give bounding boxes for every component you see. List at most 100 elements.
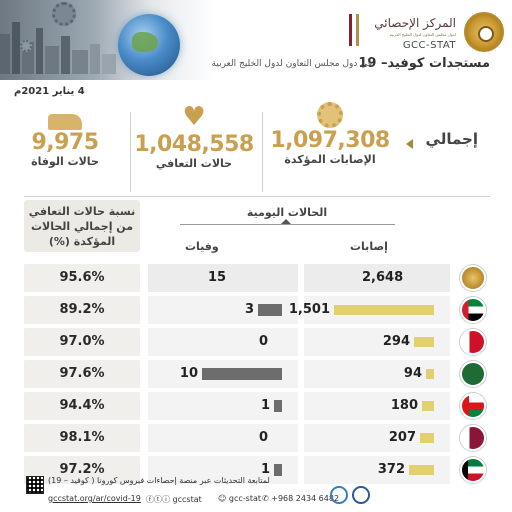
footer: لمتابعة التحديثات عبر منصة إحصاءات فيروس…	[0, 474, 512, 512]
triangle-up-icon	[281, 219, 291, 224]
phone-number: ✆ +968 2434 6482	[262, 494, 339, 503]
city-skyline-icon	[0, 22, 116, 74]
daily-cases-bar	[409, 465, 434, 475]
divider	[130, 112, 131, 192]
daily-cases-value: 294	[382, 334, 410, 349]
daily-cases-bar	[420, 433, 434, 443]
virus-icon	[317, 102, 343, 128]
gcc-flag-icon	[460, 265, 486, 291]
total-deaths-label: حالات الوفاة	[31, 155, 99, 168]
table-row: 97.2% 1 372	[24, 454, 490, 486]
daily-deaths-bar	[202, 368, 282, 380]
table-row: 94.4% 1 180	[24, 390, 490, 422]
oman-flag-icon	[460, 393, 486, 419]
logo-arabic-text: المركز الإحصائي	[374, 16, 456, 30]
gcc-stat-logo: المركز الإحصائي لدول مجلس التعاون لدول ا…	[324, 4, 504, 54]
daily-deaths-value: 1	[260, 462, 270, 477]
daily-deaths-cell: 10	[148, 360, 298, 388]
daily-deaths-value: 0	[258, 334, 268, 349]
daily-deaths-value: 3	[244, 302, 254, 317]
hospital-bed-icon	[48, 114, 82, 130]
logo-english-text: GCC-STAT	[402, 40, 456, 51]
recovery-pct-cell: 98.1%	[24, 424, 140, 452]
daily-cases-value: 1,501	[288, 302, 330, 317]
daily-deaths-bar	[274, 400, 282, 412]
daily-cases-value: 207	[388, 430, 416, 445]
globe-icon	[118, 14, 180, 76]
daily-cases-cell: 1,501	[289, 296, 450, 324]
recovery-pct-cell: 97.6%	[24, 360, 140, 388]
daily-deaths-cell: 0	[148, 328, 298, 356]
triangle-left-icon	[406, 139, 413, 149]
totals-label: إجمالي	[425, 130, 478, 148]
table-row: 97.0% 0 294	[24, 326, 490, 358]
page-title: مستجدات كوفيد– 19	[358, 56, 490, 71]
daily-cases-cell: 207	[304, 424, 450, 452]
divider	[24, 196, 490, 197]
total-deaths-block: 9,975 حالات الوفاة	[10, 102, 120, 168]
social-icons: ⓕⓣⓘ	[146, 495, 173, 504]
logo-subtitle: لدول مجلس التعاون لدول الخليج العربية	[389, 32, 456, 37]
recovery-pct-cell: 97.0%	[24, 328, 140, 356]
daily-cases-bar	[334, 305, 434, 315]
total-recovered-value: 1,048,558	[134, 132, 254, 157]
footer-text: لمتابعة التحديثات عبر منصة إحصاءات فيروس…	[48, 476, 270, 485]
total-cases-block: 1,097,308 الإصابات المؤكدة	[270, 102, 390, 166]
table-row: 98.1% 0 207	[24, 422, 490, 454]
total-cases-label: الإصابات المؤكدة	[284, 153, 376, 166]
social-handle: ⓕⓣⓘ gccstat	[146, 494, 202, 505]
daily-cases-cell: 2,648	[304, 264, 450, 292]
recovery-pct-cell: 94.4%	[24, 392, 140, 420]
virus-icon	[20, 40, 32, 52]
recovery-pct-cell: 89.2%	[24, 296, 140, 324]
logo-mark-icon	[349, 14, 359, 46]
total-cases-value: 1,097,308	[270, 128, 390, 153]
daily-cases-value: 180	[390, 398, 418, 413]
daily-cases-bar	[414, 337, 434, 347]
total-deaths-value: 9,975	[31, 130, 99, 155]
heartbeat-icon: ♥	[182, 102, 206, 132]
virus-icon	[52, 2, 76, 26]
bahrain-flag-icon	[460, 329, 486, 355]
daily-deaths-cell: 1	[148, 392, 298, 420]
snapchat-handle-text[interactable]: gcc-stat	[228, 494, 261, 503]
daily-cases-value: 372	[377, 462, 405, 477]
daily-cases-header: الحالات اليومية	[246, 206, 328, 219]
saudi-flag-icon	[460, 361, 486, 387]
partner-logo-icon	[352, 486, 370, 504]
gcc-emblem-icon	[464, 12, 504, 52]
table-row: 89.2% 3 1,501	[24, 294, 490, 326]
table-row: 95.6% 15 2,648	[24, 262, 490, 294]
daily-cases-cell: 372	[304, 456, 450, 484]
daily-deaths-bar	[274, 464, 282, 476]
partner-logo-icon	[330, 486, 348, 504]
recovery-pct-header-line2: من إجمالي الحالات	[30, 220, 134, 233]
table-row: 97.6% 10 94	[24, 358, 490, 390]
kuwait-flag-icon	[460, 457, 486, 483]
daily-cases-value: 94	[403, 366, 422, 381]
daily-deaths-cell: 1	[148, 456, 298, 484]
page-subtitle: في دول مجلس التعاون لدول الخليج العربية	[211, 59, 372, 69]
daily-cases-cell: 180	[304, 392, 450, 420]
divider	[262, 112, 263, 192]
daily-deaths-value: 1	[260, 398, 270, 413]
snapchat-icon: ☺	[218, 494, 229, 503]
daily-deaths-cell: 3	[148, 296, 298, 324]
daily-deaths-value: 10	[179, 366, 198, 381]
daily-cases-value: 2,648	[362, 270, 404, 285]
recovery-pct-header: نسبة حالات التعافي من إجمالي الحالات الم…	[24, 200, 140, 252]
daily-cases-cell: 294	[304, 328, 450, 356]
qr-code-icon	[26, 476, 44, 494]
recovery-pct-cell: 95.6%	[24, 264, 140, 292]
social-handle-text[interactable]: gccstat	[172, 495, 202, 504]
daily-cases-cell: 94	[304, 360, 450, 388]
deaths-column-header: وفيات	[185, 240, 219, 253]
daily-deaths-value: 15	[208, 270, 227, 285]
phone-icon: ✆	[262, 494, 272, 503]
daily-cases-bar	[426, 369, 434, 379]
daily-cases-bar	[422, 401, 434, 411]
recovery-pct-header-line3: المؤكدة (%)	[48, 235, 116, 248]
phone-number-text: +968 2434 6482	[271, 494, 340, 503]
footer-link[interactable]: gccstat.org/ar/covid-19	[48, 494, 141, 503]
qatar-flag-icon	[460, 425, 486, 451]
